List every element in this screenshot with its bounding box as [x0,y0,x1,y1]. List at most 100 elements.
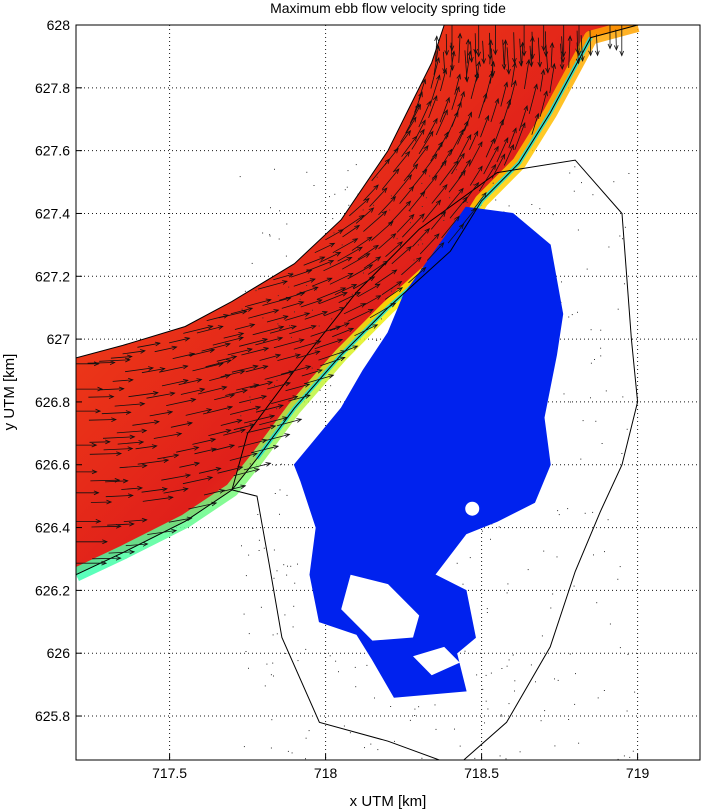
mesh-dot [311,367,313,369]
velocity-arrow-head [126,354,133,360]
velocity-arrow-head [319,256,326,261]
velocity-arrow [233,468,260,477]
velocity-arrow [568,36,571,68]
velocity-arrow [388,201,411,225]
velocity-arrow [157,454,179,460]
velocity-arrow-head [481,58,486,65]
velocity-arrow [216,356,237,362]
velocity-arrow-head [215,467,222,472]
velocity-arrow-head [310,325,317,330]
mesh-dot [624,226,626,228]
velocity-arrow-head [236,419,243,424]
mesh-dot [600,329,602,331]
velocity-arrow [384,148,399,166]
velocity-arrow [259,417,288,426]
mesh-dot [571,314,573,316]
velocity-arrow [100,388,124,391]
mesh-dot [374,697,375,699]
mesh-dot [376,340,378,341]
velocity-arrow [236,384,259,391]
velocity-arrow-head [588,50,593,57]
velocity-arrow [123,519,147,522]
velocity-arrow-head [551,62,556,69]
velocity-arrow-head [290,325,298,330]
velocity-arrow-head [122,478,129,484]
y-axis-label: y UTM [km] [1,354,18,431]
velocity-arrow-head [576,50,582,57]
velocity-arrow-head [95,519,102,524]
mesh-dot [552,593,554,595]
velocity-arrow-head [528,61,534,68]
velocity-arrow-head [580,56,585,62]
velocity-arrow [203,406,233,415]
velocity-arrow [545,31,547,57]
velocity-arrow-head [238,332,245,337]
velocity-arrow [450,42,453,71]
velocity-arrow-head [294,353,302,358]
mesh-dot [414,708,416,710]
velocity-arrow [259,354,281,361]
velocity-arrow [276,418,302,427]
mesh-dot [284,614,286,616]
mesh-dot [500,714,502,716]
velocity-arrow [192,363,223,372]
velocity-arrow [412,228,430,247]
y-tick-label: 626.8 [35,394,70,410]
velocity-arrow-head [129,549,136,555]
mesh-dot [338,671,339,673]
velocity-arrow [439,97,450,123]
velocity-arrow [411,169,428,188]
velocity-arrow [223,333,244,339]
velocity-arrow [220,370,245,378]
mesh-dot [476,674,478,676]
x-tick-label: 717.5 [152,765,187,781]
mesh-dot [414,715,416,716]
velocity-arrow-head [393,147,399,154]
velocity-arrow-head [494,145,499,152]
mesh-dot [248,633,250,635]
velocity-arrow [464,112,472,132]
velocity-arrow-head [314,350,321,355]
velocity-arrow [430,57,440,89]
velocity-arrow-head [304,383,311,388]
velocity-arrow [394,130,411,152]
velocity-arrow [182,477,213,485]
velocity-arrow-head [373,184,379,190]
velocity-arrow [198,386,227,395]
velocity-arrow-head [351,284,358,289]
velocity-arrow-head [537,61,543,68]
mesh-dot [355,164,357,166]
mesh-dot [291,272,293,274]
mesh-dot [464,650,466,652]
velocity-arrow-head [277,336,284,342]
mesh-dot [299,298,301,300]
velocity-arrow [472,192,487,211]
mesh-dot [429,175,431,177]
mesh-dot [329,196,330,198]
velocity-arrow [363,210,387,232]
velocity-arrow-head [217,325,224,330]
velocity-arrow [319,252,341,263]
velocity-arrow [589,30,592,56]
velocity-arrow [154,346,177,353]
mesh-dot [281,463,282,465]
velocity-arrow [99,359,130,362]
velocity-arrow-head [464,76,470,83]
mesh-dot [324,673,326,675]
velocity-arrow [451,86,460,110]
mesh-dot [634,691,636,693]
velocity-arrow [172,353,195,359]
velocity-arrow-head [127,493,134,498]
velocity-arrow-head [352,238,359,243]
mesh-dot [294,582,296,584]
velocity-arrow-head [533,83,538,90]
mesh-dot [286,574,288,576]
mesh-dot [557,510,559,512]
mesh-dot [449,197,451,199]
velocity-arrow-head [406,246,412,252]
mesh-dot [243,613,245,615]
velocity-arrow [296,286,318,295]
velocity-arrow [462,182,479,204]
velocity-arrow [277,354,301,361]
mesh-dot [417,244,419,246]
